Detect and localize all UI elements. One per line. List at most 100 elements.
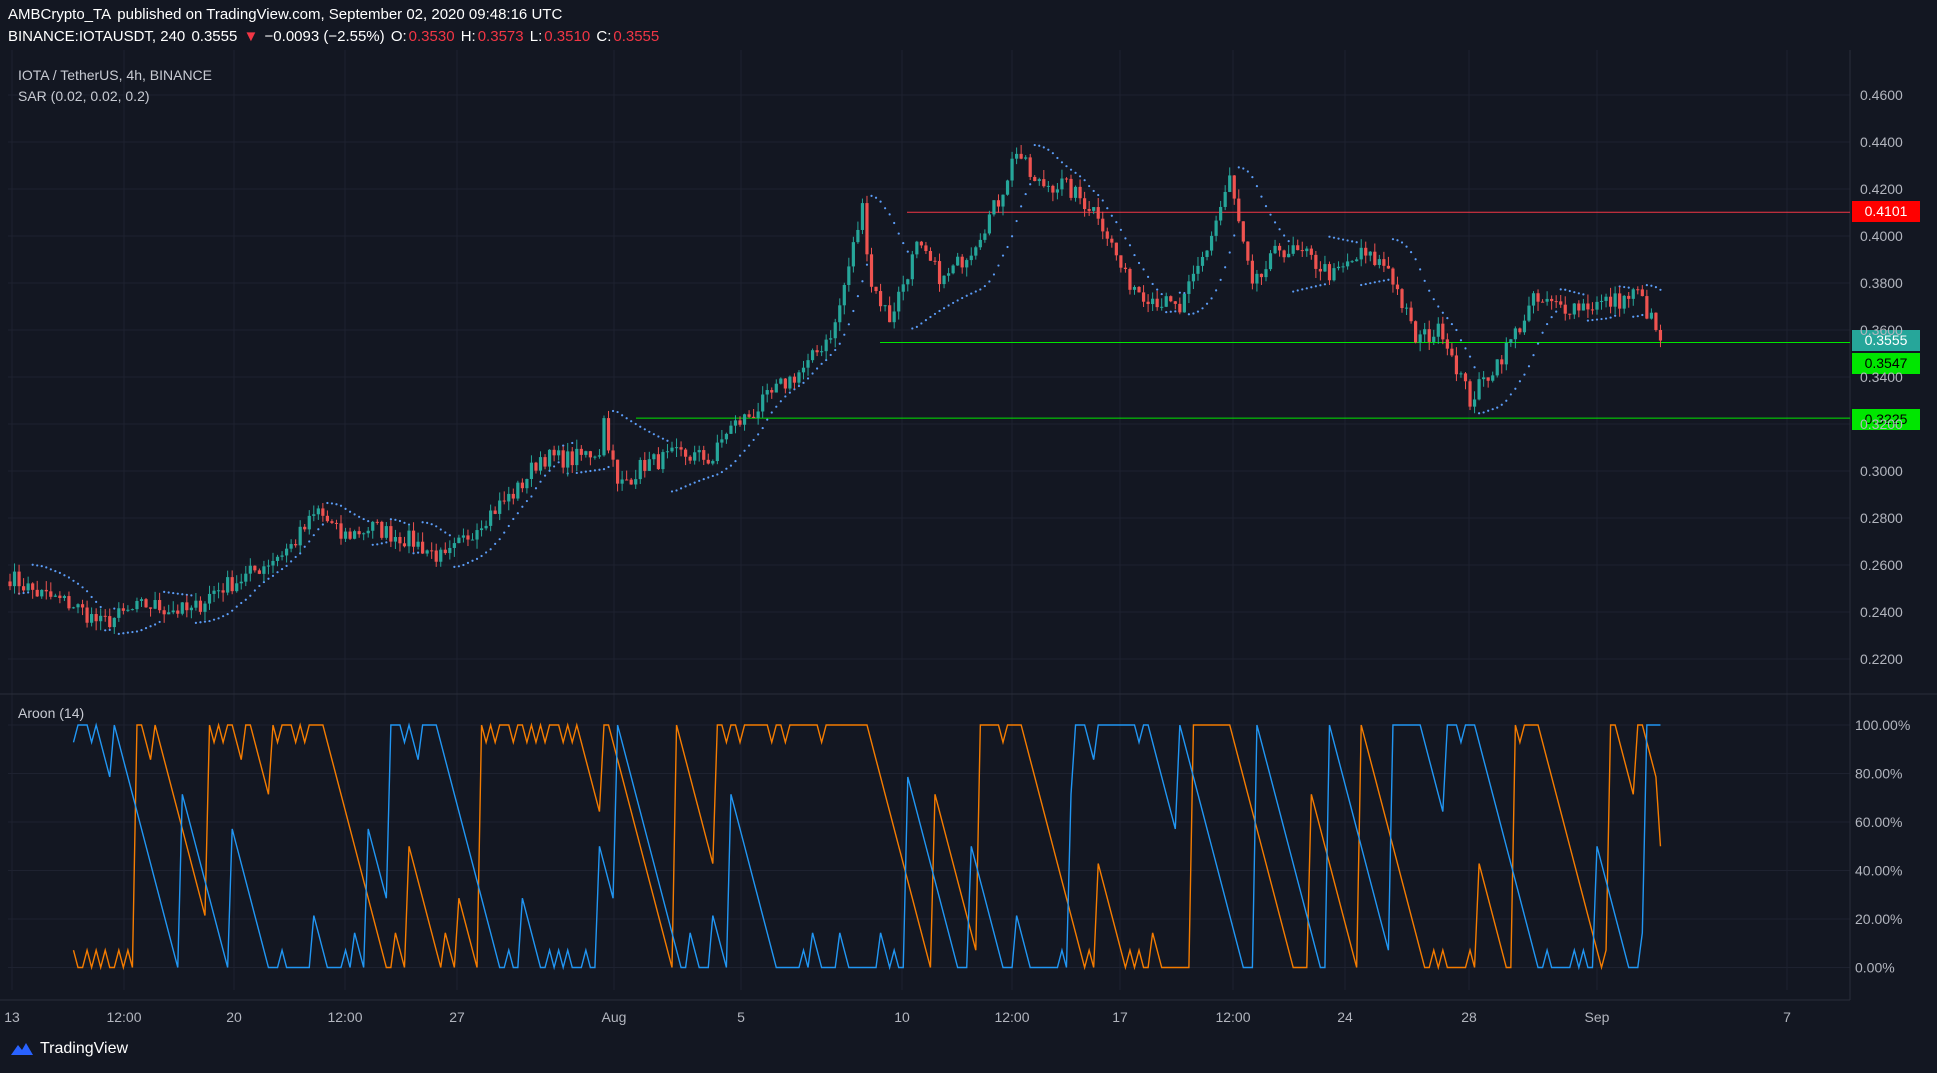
sar-dot (825, 358, 828, 362)
candle-body (543, 457, 547, 467)
sar-dot (435, 525, 438, 528)
sar-dot (294, 555, 297, 559)
sar-dot (933, 312, 937, 316)
candle-body (1631, 289, 1635, 299)
sar-dot (1654, 286, 1658, 289)
sar-dot (543, 474, 547, 477)
candle-body (1060, 178, 1064, 190)
candle-body (742, 414, 747, 425)
candle-body (625, 479, 629, 481)
tradingview-logo[interactable]: TradingView (10, 1040, 128, 1058)
low-value: 0.3510 (544, 28, 591, 45)
series-legend[interactable]: IOTA / TetherUS, 4h, BINANCE (18, 67, 212, 83)
candle-body (1654, 312, 1658, 330)
candle-body (1450, 348, 1454, 356)
publisher[interactable]: AMBCrypto_TA (8, 6, 112, 23)
sar-dot (625, 417, 628, 420)
candle-body (597, 455, 602, 457)
candle-body (761, 394, 765, 412)
candle-body (1350, 261, 1354, 263)
aroon-legend[interactable]: Aroon (14) (18, 705, 85, 721)
sar-dot (1432, 298, 1435, 301)
candle-body (1491, 375, 1495, 381)
candle-body (919, 241, 923, 246)
sar-dot (770, 411, 773, 414)
sar-dot (190, 594, 193, 597)
sar-dot (1546, 322, 1549, 326)
sar-dot (1110, 214, 1113, 217)
candle-body (1545, 298, 1549, 302)
sar-dot (158, 620, 161, 624)
sar-dot (607, 465, 610, 469)
candle-body (148, 607, 153, 609)
time-tick-label: 7 (1783, 1009, 1791, 1025)
candle-body (842, 284, 846, 306)
candle-body (1169, 296, 1173, 302)
candle-body (588, 451, 592, 458)
sar-dot (1029, 183, 1032, 186)
candle-body (933, 260, 937, 262)
sar-dot (231, 609, 234, 612)
sar-dot (593, 469, 597, 472)
sar-dot (512, 517, 515, 521)
sar-dot (176, 592, 179, 595)
sar-dot (911, 327, 914, 330)
sar-dot (1541, 331, 1544, 334)
sar-dot (1124, 237, 1127, 240)
sar-dot (525, 499, 529, 503)
sar-dot (924, 319, 928, 322)
sar-dot (1491, 408, 1494, 411)
sar-legend[interactable]: SAR (0.02, 0.02, 0.2) (18, 88, 150, 104)
candle-body (1128, 269, 1132, 290)
candle-body (797, 372, 801, 383)
candle-body (1083, 198, 1087, 210)
sar-dot (534, 487, 538, 490)
candle-body (1373, 251, 1377, 265)
sar-dot (140, 628, 143, 632)
sar-dot (1219, 278, 1222, 282)
sar-dot (1482, 411, 1485, 414)
candle-body (1364, 247, 1368, 256)
candle-body (974, 247, 978, 256)
candle-body (1640, 289, 1644, 297)
sar-dot (1568, 289, 1571, 293)
sar-dot (22, 591, 25, 595)
sar-dot (679, 487, 683, 490)
publish-header: AMBCrypto_TA published on TradingView.co… (8, 6, 564, 23)
sar-dot (1006, 245, 1009, 249)
sar-dot (1169, 310, 1172, 313)
aroon-up-line (72, 722, 1662, 971)
sar-dot (1038, 144, 1041, 147)
sar-dot (870, 194, 873, 197)
candle-body (76, 604, 80, 608)
candle-body (226, 577, 230, 593)
sar-dot (1518, 380, 1522, 383)
candle-body (1613, 293, 1617, 307)
sar-dot (484, 551, 488, 554)
candle-body (425, 550, 429, 554)
resistance-tag-label: 0.4101 (1865, 203, 1908, 219)
candle-body (1649, 312, 1653, 319)
candle-body (439, 549, 443, 562)
sar-dot (1555, 310, 1558, 313)
candle-body (244, 573, 248, 582)
sar-dot (1010, 235, 1014, 238)
candle-body (1581, 303, 1585, 311)
sar-dot (1405, 245, 1408, 248)
candle-body (461, 535, 466, 538)
sar-dot (734, 460, 737, 463)
sar-dot (1133, 253, 1136, 257)
candle-body (85, 607, 89, 623)
candle-body (443, 549, 447, 554)
candle-body (1277, 245, 1282, 251)
sar-dot (1024, 192, 1027, 196)
candle-body (1282, 250, 1286, 258)
candle-body (1586, 303, 1590, 310)
sar-dot (1187, 313, 1191, 316)
sar-dot (172, 591, 175, 595)
candle-body (58, 595, 62, 598)
sar-dot (1505, 399, 1508, 402)
candle-body (674, 447, 679, 449)
candle-body (1223, 191, 1227, 207)
